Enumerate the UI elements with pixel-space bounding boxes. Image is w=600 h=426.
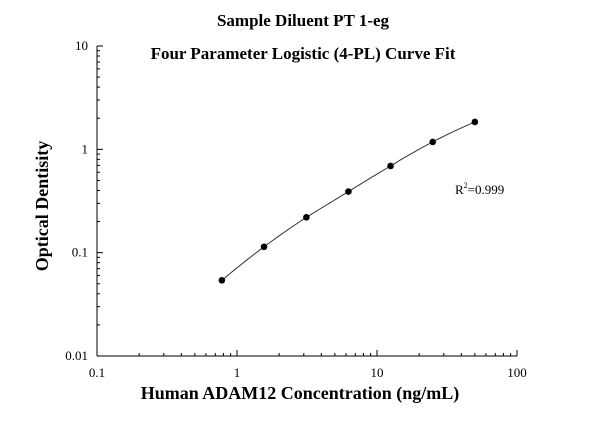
y-tick-label: 0.1 (72, 245, 88, 260)
r-squared-label: R (455, 182, 464, 197)
data-points (218, 118, 479, 284)
data-point (218, 277, 226, 284)
data-point (429, 138, 437, 146)
y-tick-label: 0.01 (65, 348, 88, 363)
chart-subtitle: Four Parameter Logistic (4-PL) Curve Fit (151, 44, 456, 63)
y-axis-label: Optical Dentisity (32, 141, 52, 272)
data-point (387, 162, 394, 170)
x-tick-label: 0.1 (89, 365, 105, 380)
data-point (303, 213, 310, 221)
r-squared-annotation: R2=0.999 (455, 181, 504, 197)
chart-title: Sample Diluent PT 1-eg (217, 11, 390, 30)
fit-curve (221, 121, 476, 281)
r-squared-superscript: 2 (464, 181, 468, 190)
y-tick-label: 1 (82, 141, 89, 156)
y-axis-ticks: 0.01 0.1 1 10 (65, 38, 103, 363)
x-tick-label: 100 (507, 365, 527, 380)
x-axis-label: Human ADAM12 Concentration (ng/mL) (141, 383, 460, 404)
r-squared-value: =0.999 (468, 182, 505, 197)
x-tick-label: 1 (234, 365, 241, 380)
y-tick-label: 10 (75, 38, 88, 53)
x-axis-ticks: 0.1 1 10 100 (89, 350, 527, 380)
data-point (345, 188, 352, 195)
data-point (260, 243, 268, 251)
data-point (471, 118, 479, 126)
x-tick-label: 10 (371, 365, 384, 380)
